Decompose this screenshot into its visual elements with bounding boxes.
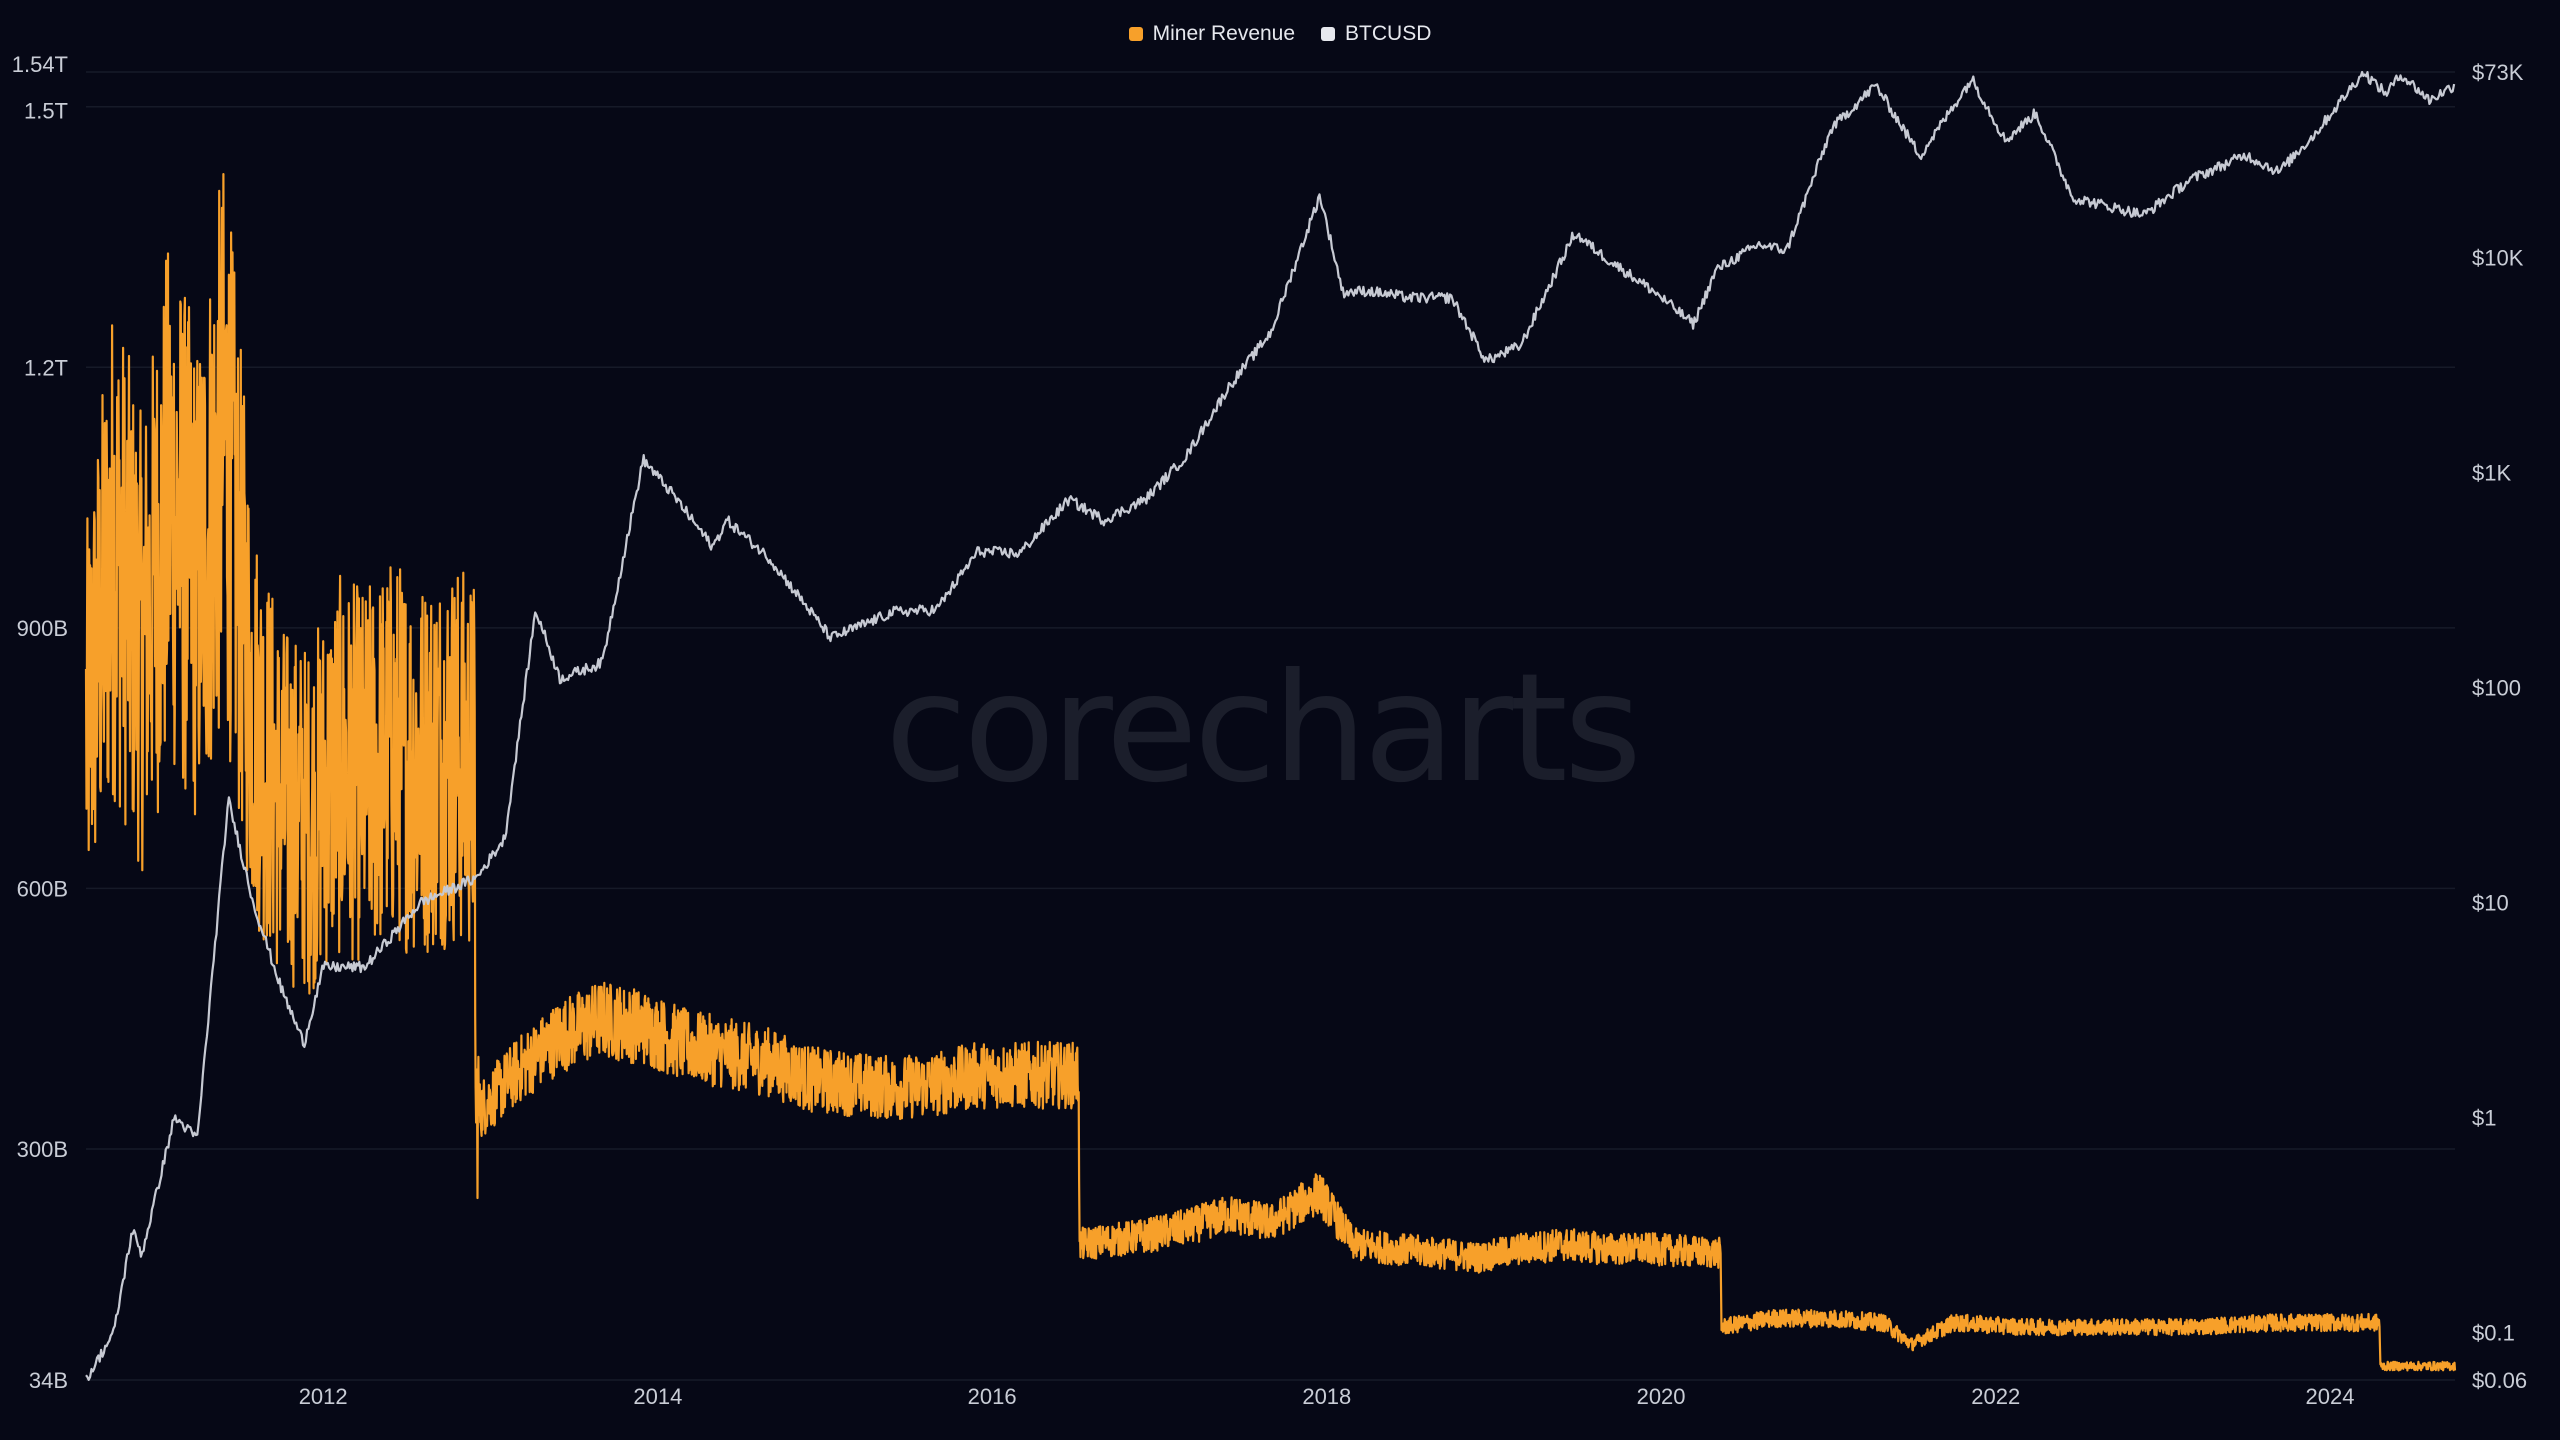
right-tick-label: $73K <box>2472 60 2524 85</box>
watermark: corecharts <box>885 642 1638 816</box>
left-tick-label: 600B <box>17 876 68 901</box>
left-tick-label: 1.5T <box>24 99 68 124</box>
series-line-btcusd <box>85 70 2456 1381</box>
series-layer <box>84 70 2457 1381</box>
series-line-miner-revenue <box>84 173 2457 1372</box>
x-tick-label: 2012 <box>299 1384 348 1409</box>
legend-label-btcusd: BTCUSD <box>1345 22 1432 45</box>
right-tick-label: $0.1 <box>2472 1320 2515 1345</box>
legend-item-btcusd[interactable]: BTCUSD <box>1321 22 1431 46</box>
x-tick-label: 2014 <box>633 1384 682 1409</box>
x-tick-label: 2016 <box>968 1384 1017 1409</box>
right-tick-label: $1K <box>2472 461 2511 486</box>
right-tick-label: $100 <box>2472 675 2521 700</box>
left-tick-label: 900B <box>17 616 68 641</box>
left-tick-label: 300B <box>17 1137 68 1162</box>
legend-item-miner-revenue[interactable]: Miner Revenue <box>1128 22 1296 46</box>
left-tick-label: 1.2T <box>24 355 68 380</box>
left-axis: 34B 300B 600B 900B 1.2T 1.5T 1.54T <box>12 52 68 1393</box>
left-tick-label: 34B <box>29 1368 68 1393</box>
right-tick-label: $10K <box>2472 246 2524 271</box>
x-tick-label: 2022 <box>1971 1384 2020 1409</box>
right-tick-label: $10 <box>2472 890 2509 915</box>
legend-swatch-miner-revenue <box>1128 27 1143 41</box>
left-tick-label: 1.54T <box>12 52 68 77</box>
right-axis: $0.06 $0.1 $1 $10 $100 $1K $10K $73K <box>2472 60 2527 1393</box>
legend-swatch-btcusd <box>1321 27 1336 41</box>
x-tick-label: 2018 <box>1302 1384 1351 1409</box>
legend-label-miner-revenue: Miner Revenue <box>1152 22 1296 45</box>
legend: Miner Revenue BTCUSD <box>0 22 2560 46</box>
right-tick-label: $1 <box>2472 1105 2496 1130</box>
x-tick-label: 2020 <box>1637 1384 1686 1409</box>
right-tick-label: $0.06 <box>2472 1368 2527 1393</box>
grid <box>86 71 2455 1381</box>
x-tick-label: 2024 <box>2306 1384 2355 1409</box>
x-axis: 2012 2014 2016 2018 2020 2022 2024 <box>299 1384 2355 1409</box>
